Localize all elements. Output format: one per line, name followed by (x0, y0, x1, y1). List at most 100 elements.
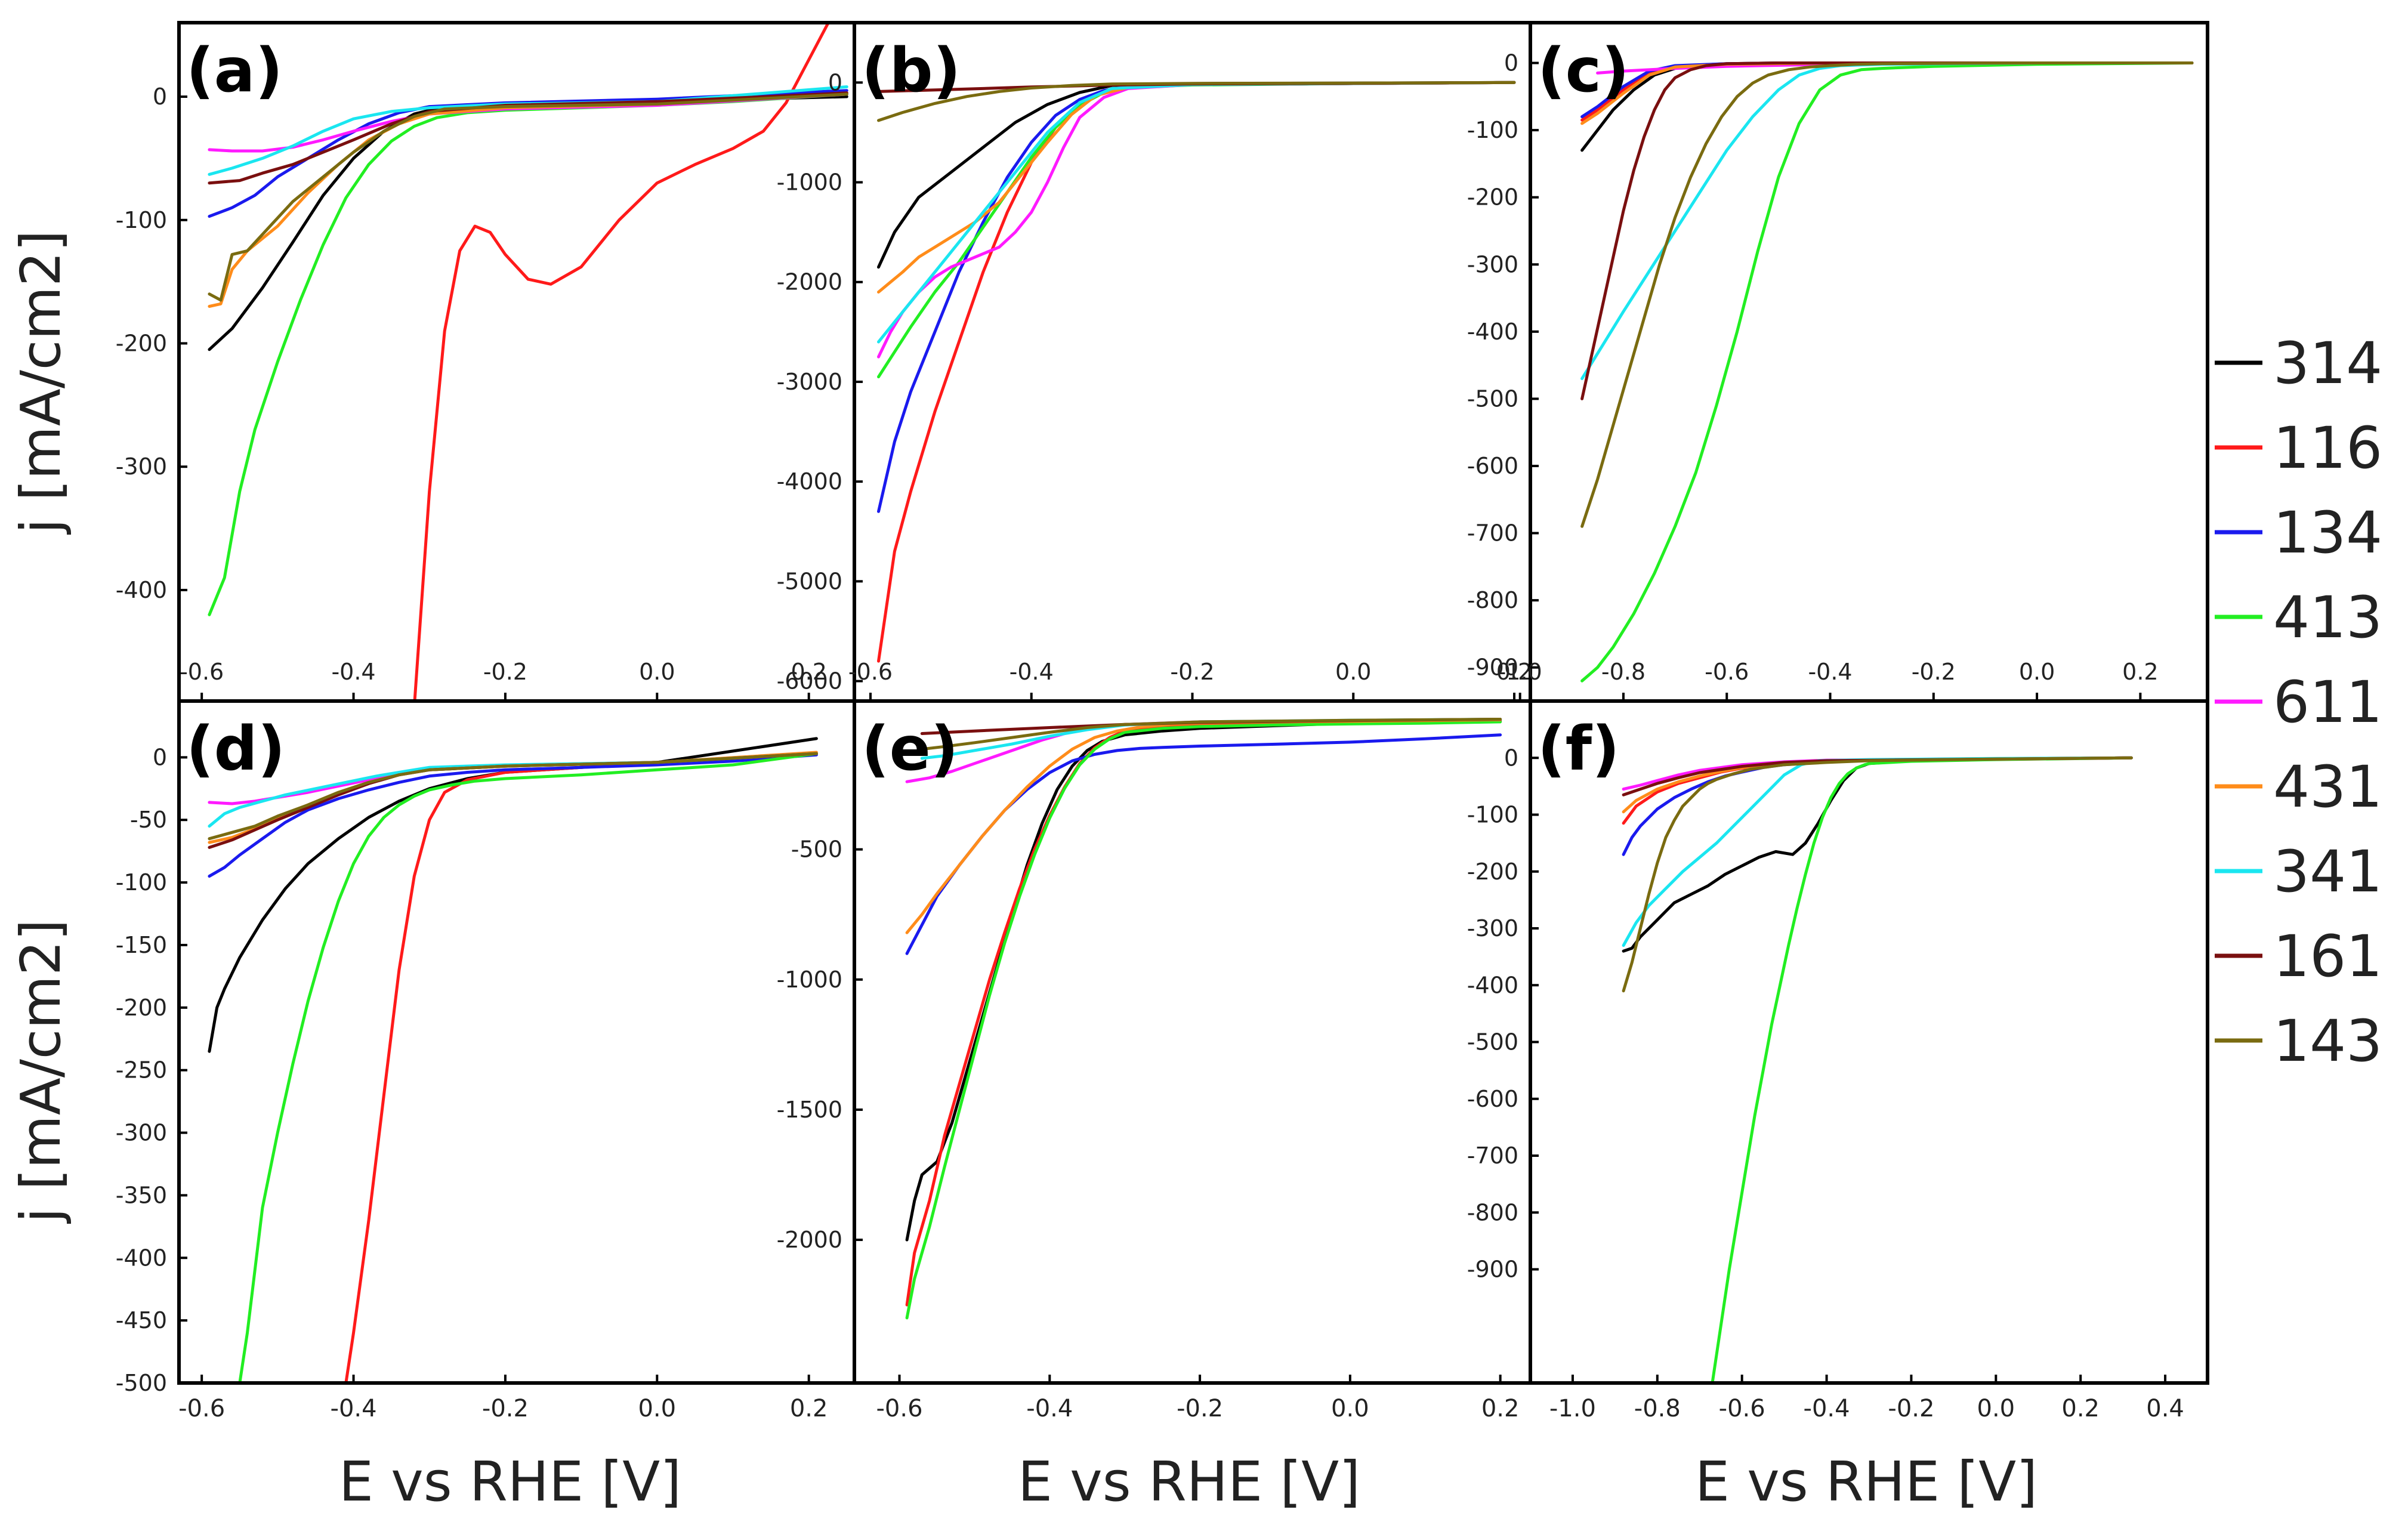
series-line-413 (1711, 756, 2133, 1383)
series-line-413 (208, 92, 848, 616)
legend-label: 143 (2273, 1008, 2382, 1075)
x-tick-label: -0.6 (1719, 1395, 1765, 1422)
y-tick-label: -600 (1467, 453, 1518, 479)
series-line-431 (208, 91, 848, 308)
series-group (208, 23, 848, 701)
ylabel-bottom: j [mA/cm2] (9, 919, 73, 1224)
ylabel-top: j [mA/cm2] (9, 230, 73, 535)
y-tick-label: -1500 (777, 1097, 842, 1123)
y-tick-label: -3000 (777, 369, 842, 395)
y-tick-label: 0 (828, 69, 842, 95)
plot-frame (177, 21, 856, 703)
x-tick-label: -0.4 (1804, 1395, 1850, 1422)
xlabel-d: E vs RHE [V] (339, 1450, 681, 1514)
x-tick-label: 0.0 (1977, 1395, 2015, 1422)
legend-label: 413 (2273, 584, 2382, 651)
series-group (877, 81, 1516, 663)
series-line-314 (905, 719, 1502, 1242)
legend-label: 611 (2273, 669, 2382, 736)
series-line-116 (413, 23, 831, 701)
series-line-116 (905, 718, 1502, 1307)
panels: -0.6 -0.4 -0.2 0.0 0.2 0 -100 -200 -300 -400 (a) -0… (116, 21, 2209, 1422)
series-line-161 (208, 752, 818, 849)
x-tick-label: 0.2 (790, 1395, 828, 1422)
series-line-611 (877, 81, 1516, 359)
x-tick-label: 0.0 (1331, 1395, 1369, 1422)
x-tick-label: -0.8 (1634, 1395, 1681, 1422)
x-tick-label: -0.2 (1170, 659, 1214, 685)
xlabel-e: E vs RHE [V] (1018, 1450, 1360, 1514)
y-tick-label: -700 (1467, 520, 1518, 547)
legend-item-314: 314 (2215, 330, 2382, 397)
series-line-413 (905, 720, 1502, 1320)
y-tick-label: -700 (1467, 1143, 1518, 1169)
legend-item-143: 143 (2215, 1008, 2382, 1075)
panel-a: -0.6 -0.4 -0.2 0.0 0.2 0 -100 -200 -300 -400 (a) (116, 21, 856, 703)
plot-frame (177, 699, 856, 1385)
series-line-161 (208, 91, 848, 185)
x-tick-label: 0.2 (1481, 1395, 1520, 1422)
y-tick-label: -5000 (777, 568, 842, 594)
series-line-143 (208, 752, 818, 841)
x-tick-label: -0.2 (483, 659, 527, 685)
y-tick-label: -2000 (777, 1227, 842, 1253)
y-tick-label: -1000 (777, 169, 842, 196)
y-tick-label: -800 (1467, 1199, 1518, 1225)
y-tick-label: -2000 (777, 269, 842, 295)
panel-f: -1.0 -0.8 -0.6 -0.4 -0.2 0.0 0.2 0.4 0 -100 -200 -3… (1467, 699, 2209, 1422)
y-tick-label: -250 (116, 1057, 167, 1083)
x-tick-label: -0.6 (876, 1395, 923, 1422)
legend-label: 314 (2273, 330, 2382, 397)
x-tick-label: -0.4 (1808, 659, 1852, 685)
y-tick-label: -100 (1467, 802, 1518, 828)
y-tick-label: -350 (116, 1182, 167, 1208)
legend-item-134: 134 (2215, 499, 2382, 566)
x-tick-label: -0.4 (1009, 659, 1054, 685)
series-line-413 (877, 81, 1516, 379)
x-tick-label: -0.8 (1601, 659, 1646, 685)
y-tick-label: -900 (1467, 1257, 1518, 1283)
legend-label: 431 (2273, 754, 2382, 820)
x-tick-label: 0.2 (2061, 1395, 2100, 1422)
series-line-134 (1580, 61, 2194, 119)
x-tick-label: 0.0 (1335, 659, 1371, 685)
series-group (208, 737, 818, 1383)
legend-label: 341 (2273, 838, 2382, 905)
panel-c: -1.0 -0.8 -0.6 -0.4 -0.2 0.0 0.2 0 -100 -200 -300 -… (1467, 21, 2209, 703)
y-tick-label: -500 (791, 836, 842, 863)
panel-tag: (d) (186, 714, 285, 785)
x-tick-label: -0.4 (1026, 1395, 1073, 1422)
series-line-143 (208, 92, 848, 302)
series-group (905, 718, 1502, 1320)
x-tick-label: -0.2 (1912, 659, 1956, 685)
y-tick-label: 0 (1504, 50, 1518, 76)
series-line-116 (877, 81, 1516, 663)
y-tick-label: -300 (1467, 915, 1518, 941)
x-tick-label: 0.2 (791, 659, 826, 685)
y-tick-label: -200 (1467, 184, 1518, 211)
y-tick-label: -500 (1467, 385, 1518, 412)
x-tick-label: -0.2 (482, 1395, 529, 1422)
y-tick-label: -400 (1467, 319, 1518, 345)
y-tick-label: -300 (116, 453, 167, 480)
legend-label: 161 (2273, 923, 2382, 990)
y-tick-label: -150 (116, 932, 167, 958)
series-line-413 (1580, 61, 2194, 683)
x-tick-label: 0.0 (639, 659, 675, 685)
y-tick-label: 0 (1504, 745, 1518, 771)
y-tick-label: -500 (116, 1370, 167, 1396)
y-tick-label: 0 (153, 744, 167, 770)
x-tick-label: -0.2 (1888, 1395, 1934, 1422)
plot-frame (853, 21, 1532, 703)
y-tick-label: -100 (116, 869, 167, 896)
legend-item-413: 413 (2215, 584, 2382, 651)
series-group (1622, 756, 2133, 1383)
series-line-143 (920, 718, 1502, 751)
panel-d: -0.6 -0.4 -0.2 0.0 0.2 0 -50 -100 -150 -200 -250 -3… (116, 699, 856, 1422)
y-tick-label: -600 (1467, 1086, 1518, 1112)
series-group (1580, 61, 2194, 683)
panel-tag: (a) (186, 35, 283, 106)
series-line-143 (877, 81, 1516, 122)
series-line-431 (905, 718, 1502, 934)
